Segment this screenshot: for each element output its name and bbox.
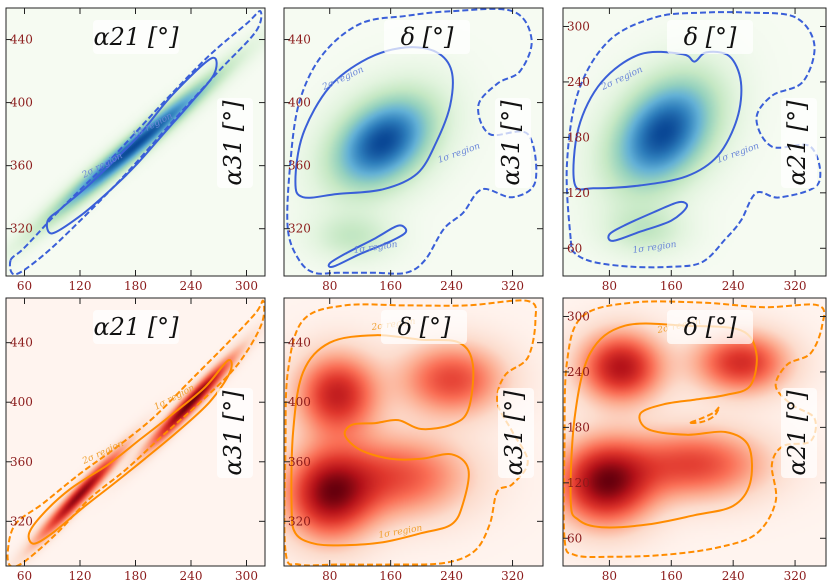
x-tick-label: 160 bbox=[379, 279, 402, 293]
y-tick-label: 240 bbox=[567, 75, 590, 89]
x-tick-label: 160 bbox=[660, 569, 683, 580]
x-tick-label: 300 bbox=[235, 569, 258, 580]
y-tick-label: 400 bbox=[10, 395, 33, 409]
x-tick-label: 240 bbox=[722, 279, 745, 293]
two-sigma-contour-2 bbox=[8, 10, 263, 276]
y-tick-label: 60 bbox=[567, 531, 582, 545]
x-axis-label: δ [°] bbox=[684, 23, 737, 51]
y-tick-label: 60 bbox=[567, 241, 582, 255]
y-tick-label: 440 bbox=[288, 336, 311, 350]
two-sigma-contour-2 bbox=[689, 405, 721, 425]
x-tick-label: 80 bbox=[602, 569, 617, 580]
x-tick-label: 120 bbox=[69, 279, 92, 293]
axes-frame bbox=[283, 297, 544, 567]
axes-frame bbox=[562, 7, 827, 277]
x-tick-label: 180 bbox=[124, 279, 147, 293]
x-axis-label: α21 [°] bbox=[93, 23, 179, 51]
two-sigma-contour-2 bbox=[6, 299, 265, 566]
x-tick-label: 320 bbox=[784, 279, 807, 293]
two-sigma-contour-3 bbox=[563, 300, 826, 559]
one-sigma-contour-2 bbox=[607, 200, 689, 242]
y-axis-label: α31 [°] bbox=[219, 100, 247, 186]
x-axis-label: δ [°] bbox=[398, 313, 451, 341]
x-tick-label: 320 bbox=[501, 569, 524, 580]
y-tick-label: 400 bbox=[288, 395, 311, 409]
ylabel-box bbox=[498, 388, 534, 478]
x-tick-label: 80 bbox=[322, 569, 337, 580]
x-tick-label: 240 bbox=[180, 569, 203, 580]
xlabel-box bbox=[667, 310, 753, 344]
two-sigma-contour-3 bbox=[565, 11, 822, 269]
x-tick-label: 320 bbox=[501, 279, 524, 293]
y-tick-label: 360 bbox=[10, 159, 33, 173]
ylabel-box bbox=[217, 388, 253, 478]
y-tick-label: 300 bbox=[567, 309, 590, 323]
xlabel-box bbox=[93, 310, 179, 344]
two-sigma-contour-2 bbox=[284, 299, 538, 566]
xlabel-box bbox=[667, 20, 753, 54]
y-axis-label: α31 [°] bbox=[497, 100, 525, 186]
x-tick-label: 240 bbox=[440, 279, 463, 293]
one-sigma-contour-1 bbox=[572, 50, 743, 191]
x-tick-label: 160 bbox=[379, 569, 402, 580]
y-tick-label: 320 bbox=[10, 222, 33, 236]
x-tick-label: 60 bbox=[17, 569, 32, 580]
y-tick-label: 120 bbox=[567, 476, 590, 490]
y-tick-label: 400 bbox=[288, 96, 311, 110]
ylabel-box bbox=[495, 98, 531, 188]
one-sigma-contour-1 bbox=[45, 56, 218, 235]
x-tick-label: 180 bbox=[124, 569, 147, 580]
axes-frame bbox=[283, 7, 544, 277]
ylabel-box bbox=[217, 98, 253, 188]
x-tick-label: 240 bbox=[180, 279, 203, 293]
y-tick-label: 240 bbox=[567, 365, 590, 379]
x-tick-label: 80 bbox=[322, 279, 337, 293]
y-axis-label: α31 [°] bbox=[219, 390, 247, 476]
x-axis-label: δ [°] bbox=[684, 313, 737, 341]
x-tick-label: 60 bbox=[17, 279, 32, 293]
y-tick-label: 440 bbox=[10, 33, 33, 47]
y-tick-label: 180 bbox=[567, 130, 590, 144]
y-tick-label: 440 bbox=[288, 33, 311, 47]
one-sigma-contour-1 bbox=[294, 46, 454, 199]
xlabel-box bbox=[381, 310, 467, 344]
y-tick-label: 440 bbox=[10, 336, 33, 350]
y-tick-label: 400 bbox=[10, 96, 33, 110]
axes-frame bbox=[562, 297, 827, 567]
y-axis-label: α21 [°] bbox=[783, 390, 811, 476]
y-tick-label: 320 bbox=[288, 222, 311, 236]
y-tick-label: 360 bbox=[288, 159, 311, 173]
x-axis-label: α21 [°] bbox=[93, 313, 179, 341]
x-tick-label: 240 bbox=[722, 569, 745, 580]
one-sigma-contour-2 bbox=[327, 224, 408, 268]
y-tick-label: 180 bbox=[567, 420, 590, 434]
x-tick-label: 160 bbox=[660, 279, 683, 293]
x-tick-label: 240 bbox=[440, 569, 463, 580]
y-tick-label: 360 bbox=[10, 455, 33, 469]
ylabel-box bbox=[781, 98, 817, 188]
x-tick-label: 120 bbox=[69, 569, 92, 580]
xlabel-box bbox=[384, 20, 470, 54]
y-axis-label: α31 [°] bbox=[500, 390, 528, 476]
ylabel-box bbox=[781, 388, 817, 478]
y-tick-label: 120 bbox=[567, 186, 590, 200]
y-axis-label: α21 [°] bbox=[783, 100, 811, 186]
y-tick-label: 300 bbox=[567, 19, 590, 33]
one-sigma-contour-1 bbox=[569, 322, 758, 529]
y-tick-label: 320 bbox=[288, 514, 311, 528]
y-tick-label: 320 bbox=[10, 514, 33, 528]
y-tick-label: 360 bbox=[288, 455, 311, 469]
xlabel-box bbox=[93, 20, 179, 54]
x-tick-label: 320 bbox=[784, 569, 807, 580]
x-tick-label: 300 bbox=[235, 279, 258, 293]
x-axis-label: δ [°] bbox=[401, 23, 454, 51]
x-tick-label: 80 bbox=[602, 279, 617, 293]
